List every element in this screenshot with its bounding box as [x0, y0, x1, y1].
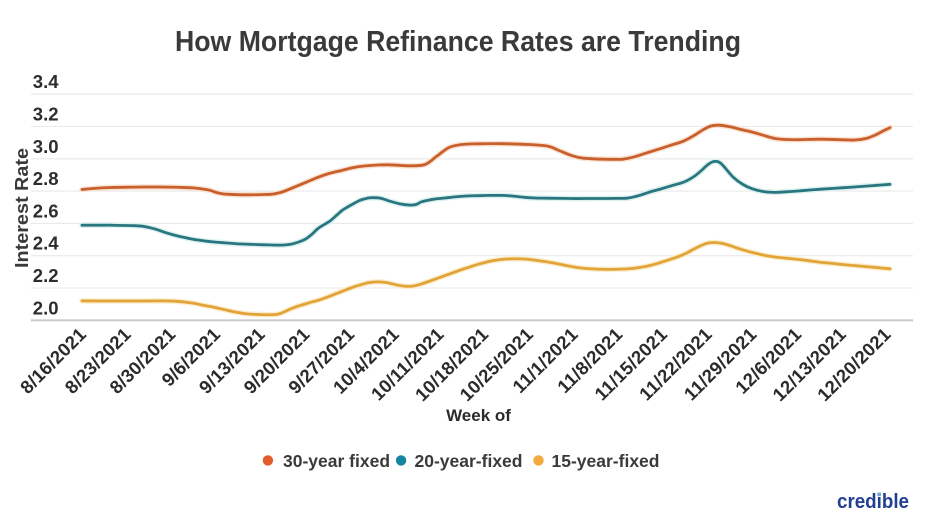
svg-text:credible: credible — [837, 490, 909, 513]
svg-text:Week of: Week of — [446, 406, 511, 425]
svg-text:2.8: 2.8 — [33, 168, 59, 189]
svg-text:How Mortgage Refinance Rates a: How Mortgage Refinance Rates are Trendin… — [175, 26, 741, 58]
svg-text:2.2: 2.2 — [33, 265, 59, 286]
svg-text:15-year-fixed: 15-year-fixed — [552, 451, 660, 471]
svg-text:30-year fixed: 30-year fixed — [283, 451, 390, 471]
svg-text:3.2: 3.2 — [33, 104, 59, 125]
svg-text:3.0: 3.0 — [33, 136, 59, 157]
svg-text:2.4: 2.4 — [33, 233, 59, 254]
svg-text:2.6: 2.6 — [33, 200, 59, 221]
svg-text:Interest Rate: Interest Rate — [12, 148, 32, 268]
svg-text:20-year-fixed: 20-year-fixed — [415, 451, 523, 471]
svg-text:3.4: 3.4 — [33, 71, 59, 92]
svg-text:2.0: 2.0 — [33, 297, 59, 318]
